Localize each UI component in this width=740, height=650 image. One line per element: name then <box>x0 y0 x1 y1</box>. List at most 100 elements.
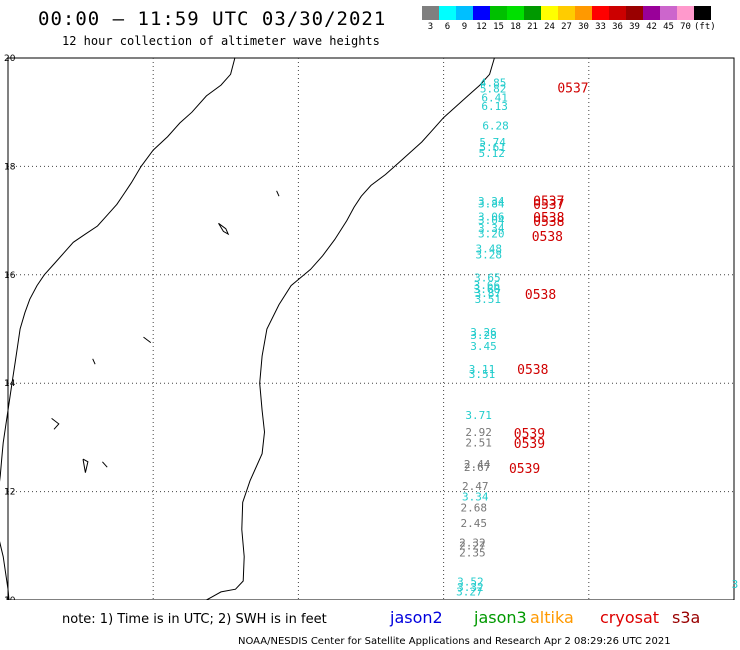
island-outline <box>102 461 108 468</box>
wave-height-value: 3.87 <box>475 287 502 300</box>
wave-height-observations: 4.855.826.416.136.285.745.615.123.343.84… <box>456 77 740 599</box>
color-swatch <box>456 6 473 20</box>
color-scale-label: 12 <box>476 22 487 32</box>
color-swatch <box>558 6 575 20</box>
wave-height-value: 3.28 <box>470 329 497 342</box>
color-scale-label: 18 <box>510 22 521 32</box>
color-swatch <box>660 6 677 20</box>
units-note: note: 1) Time is in UTC; 2) SWH is in fe… <box>62 612 327 627</box>
wave-height-value: 3.65 <box>474 271 501 284</box>
wave-height-value: 3.45 <box>470 340 497 353</box>
wave-height-value: 3.06 <box>478 211 505 224</box>
color-swatch <box>422 6 439 20</box>
pass-time-label: 0538 <box>533 211 564 226</box>
pass-time-label: 0538 <box>533 215 564 230</box>
wave-height-value: 2.44 <box>464 458 491 471</box>
wave-height-value: 2.51 <box>465 437 492 450</box>
wave-height-value: 3.34 <box>462 490 489 503</box>
color-swatch <box>507 6 524 20</box>
pass-time-label: 0538 <box>532 230 563 245</box>
color-scale-label: 39 <box>629 22 640 32</box>
page-title: 00:00 – 11:59 UTC 03/30/2021 <box>38 8 387 30</box>
lat-tick-label: 14 <box>4 379 16 389</box>
color-swatch <box>609 6 626 20</box>
coastline-east <box>206 57 495 600</box>
wave-height-value: 3.34 <box>478 222 505 235</box>
lat-tick-label: 18 <box>4 162 16 172</box>
wave-height-value: 5.12 <box>478 147 505 160</box>
color-scale-label: 3 <box>427 22 434 32</box>
color-scale-label: (ft) <box>694 22 716 32</box>
color-scale-label: 42 <box>646 22 657 32</box>
color-swatch <box>541 6 558 20</box>
page-subtitle: 12 hour collection of altimeter wave hei… <box>62 34 380 48</box>
wave-height-value: 3.48 <box>476 243 503 256</box>
wave-height-value: 2.68 <box>461 502 488 515</box>
pass-time-label: 0537 <box>557 82 588 97</box>
color-swatch <box>694 6 711 20</box>
wave-height-value: 2.45 <box>461 517 488 530</box>
island-outline <box>51 418 60 430</box>
pass-time-label: 0539 <box>514 427 545 442</box>
pass-time-label: 0538 <box>517 363 548 378</box>
color-scale-label: 45 <box>663 22 674 32</box>
coastline-west <box>0 57 236 600</box>
color-scale-label: 30 <box>578 22 589 32</box>
pass-time-label: 0537 <box>533 194 564 209</box>
pass-time-label: 0537 <box>533 198 564 213</box>
wave-height-value: 6.28 <box>482 120 509 133</box>
legend-altika: altika <box>530 608 574 627</box>
lat-tick-label: 20 <box>4 54 16 64</box>
island-outline <box>143 336 152 343</box>
legend-jason3: jason3 <box>474 608 527 627</box>
color-scale-label: 24 <box>544 22 555 32</box>
coastline <box>0 57 495 600</box>
color-swatch <box>626 6 643 20</box>
wave-height-value: 3.27 <box>456 586 483 599</box>
lat-tick-label: 10 <box>4 596 16 600</box>
wave-height-value: 6.13 <box>481 100 508 113</box>
wave-height-value: 3.26 <box>470 326 497 339</box>
island-outline <box>82 458 89 473</box>
wave-height-value: 3.71 <box>465 409 492 422</box>
wave-height-value: 3.52 <box>457 575 484 588</box>
axis-tick-labels: 757881848790201816141210 <box>4 54 16 600</box>
color-swatch <box>524 6 541 20</box>
lat-tick-label: 12 <box>4 488 15 498</box>
wave-height-value: 3.60 <box>474 283 501 296</box>
wave-height-value: 2.35 <box>459 547 486 560</box>
pass-time-labels: 0537053705370538053805380538053805390539… <box>509 82 589 477</box>
island-outline <box>276 190 280 197</box>
wave-height-value: 2.32 <box>459 536 486 549</box>
wave-height-value: 2.47 <box>462 480 489 493</box>
wave-height-value: 3.51 <box>469 368 496 381</box>
island-outline <box>218 222 230 236</box>
wave-height-value: 2.92 <box>465 426 492 439</box>
color-scale-label: 6 <box>444 22 451 32</box>
color-scale-label: 27 <box>561 22 572 32</box>
altimeter-map: 4.855.826.416.136.285.745.615.123.343.84… <box>0 54 740 600</box>
color-scale-label: 21 <box>527 22 538 32</box>
color-scale-label: 15 <box>493 22 504 32</box>
pass-time-label: 0538 <box>525 288 556 303</box>
wave-height-value: 3.34 <box>478 195 505 208</box>
lat-tick-label: 16 <box>4 271 16 281</box>
color-swatch <box>439 6 456 20</box>
wave-height-value: 3.11 <box>469 363 496 376</box>
wave-height-value: 6.41 <box>481 91 508 104</box>
color-scale-label: 36 <box>612 22 623 32</box>
color-scale-label: 70 <box>680 22 691 32</box>
wave-height-value: 3.84 <box>478 198 505 211</box>
wave-height-value: 3.66 <box>474 279 501 292</box>
color-swatch <box>592 6 609 20</box>
footer-credit: NOAA/NESDIS Center for Satellite Applica… <box>238 636 671 647</box>
wave-height-value: 3.28 <box>476 249 503 262</box>
grid-lines <box>8 58 734 600</box>
pass-time-label: 0539 <box>509 462 540 477</box>
legend-s3a: s3a <box>672 608 701 627</box>
pass-time-label: 0539 <box>514 437 545 452</box>
wave-height-value: 3.20 <box>478 227 505 240</box>
wave-height-value: 5.82 <box>480 83 507 96</box>
wave-height-value: 4.85 <box>480 77 507 90</box>
wave-height-value: 3.51 <box>475 293 502 306</box>
